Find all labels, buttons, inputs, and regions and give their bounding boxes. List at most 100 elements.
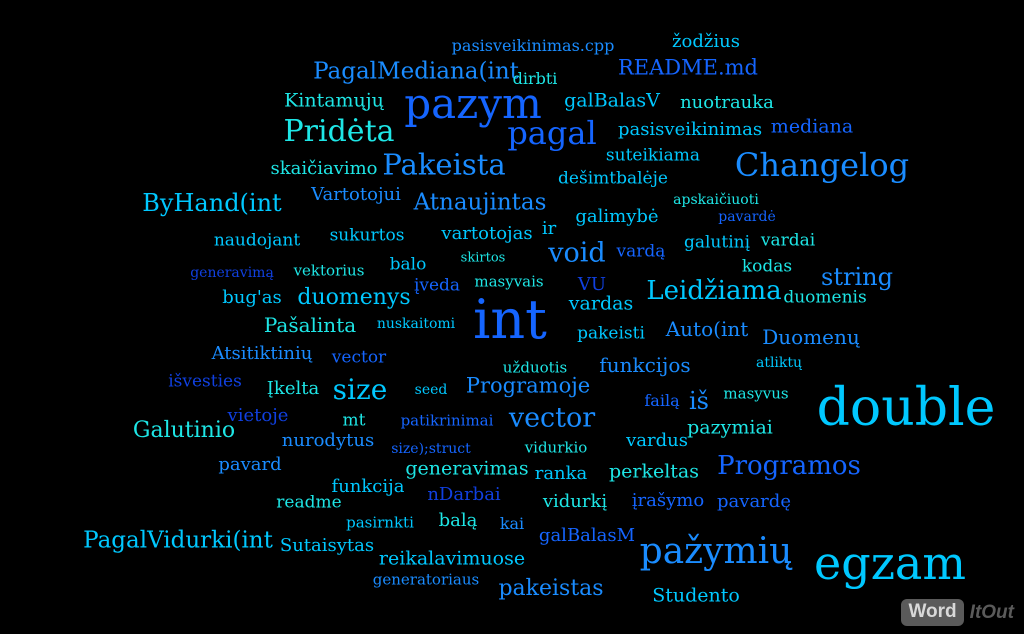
cloud-word: nDarbai bbox=[427, 484, 501, 505]
cloud-word: Kintamųjų bbox=[284, 89, 384, 112]
cloud-word: reikalavimuose bbox=[378, 547, 526, 570]
cloud-word: seed bbox=[414, 382, 448, 398]
cloud-word: pažymių bbox=[639, 531, 793, 572]
cloud-word: nuskaitomi bbox=[376, 316, 456, 332]
cloud-word: galimybė bbox=[575, 206, 659, 227]
cloud-word: suteikiama bbox=[605, 145, 701, 166]
cloud-word: iš bbox=[689, 387, 709, 415]
cloud-word: Pašalinta bbox=[263, 313, 357, 337]
cloud-word: pagal bbox=[507, 114, 597, 152]
cloud-word: vector bbox=[508, 402, 596, 434]
cloud-word: vardą bbox=[616, 241, 666, 262]
cloud-word: pakeistas bbox=[498, 576, 604, 601]
cloud-word: vardas bbox=[568, 292, 634, 315]
cloud-word: funkcija bbox=[331, 476, 405, 497]
cloud-word: atliktų bbox=[755, 355, 803, 371]
cloud-word: vector bbox=[331, 347, 387, 368]
cloud-word: kai bbox=[499, 514, 525, 533]
cloud-word: perkeltas bbox=[608, 460, 700, 483]
cloud-word: PagalMediana(int bbox=[313, 58, 519, 85]
cloud-word: mt bbox=[342, 410, 366, 431]
cloud-word: size);struct bbox=[391, 441, 471, 457]
cloud-word: Studento bbox=[652, 584, 740, 607]
cloud-word: sukurtos bbox=[329, 225, 405, 246]
cloud-word: vietoje bbox=[227, 405, 289, 426]
cloud-word: vektorius bbox=[293, 261, 365, 280]
cloud-word: Vartotojui bbox=[311, 184, 401, 205]
cloud-word: pasisveikinimas.cpp bbox=[451, 36, 615, 55]
cloud-word: vardus bbox=[626, 430, 688, 451]
cloud-word: Programoje bbox=[465, 373, 591, 398]
cloud-word: kodas bbox=[741, 256, 793, 277]
cloud-word: užduotis bbox=[502, 358, 568, 377]
cloud-word: Atnaujintas bbox=[413, 189, 547, 216]
wordle-logo: Word ItOut bbox=[901, 599, 1014, 626]
cloud-word: pakeisti bbox=[577, 323, 645, 344]
cloud-word: Sutaisytas bbox=[279, 535, 375, 556]
cloud-word: pasisveikinimas bbox=[617, 119, 763, 140]
cloud-word: vidurkį bbox=[542, 491, 608, 512]
cloud-word: Duomenų bbox=[762, 325, 860, 349]
cloud-word: pazymiai bbox=[687, 416, 773, 439]
cloud-word: išvesties bbox=[168, 371, 242, 392]
cloud-word: galBalasV bbox=[564, 89, 660, 112]
cloud-word: double bbox=[816, 378, 996, 438]
cloud-word: string bbox=[821, 263, 893, 291]
cloud-word: balą bbox=[438, 510, 478, 531]
cloud-word: Pakeista bbox=[382, 147, 506, 182]
cloud-word: ByHand(int bbox=[142, 189, 282, 217]
cloud-word: dešimtbalėje bbox=[558, 168, 668, 189]
cloud-word: Programos bbox=[717, 451, 861, 481]
cloud-word: Atsitiktinių bbox=[211, 343, 313, 364]
cloud-word: Auto(int bbox=[665, 317, 749, 341]
cloud-word: pavard bbox=[218, 454, 282, 475]
cloud-word: vidurkio bbox=[524, 438, 588, 457]
cloud-word: įrašymo bbox=[631, 490, 705, 511]
cloud-word: funkcijos bbox=[599, 353, 691, 377]
cloud-word: failą bbox=[644, 391, 680, 410]
cloud-word: nuotrauka bbox=[680, 92, 774, 113]
cloud-word: įveda bbox=[413, 275, 461, 296]
cloud-word: mediana bbox=[770, 115, 854, 138]
cloud-word: generavimą bbox=[190, 265, 274, 281]
cloud-word: Pridėta bbox=[283, 114, 395, 149]
cloud-word: size bbox=[332, 373, 388, 406]
cloud-word: balo bbox=[389, 254, 427, 275]
cloud-word: duomenis bbox=[783, 287, 867, 308]
cloud-word: generavimas bbox=[405, 457, 529, 480]
cloud-word: egzam bbox=[814, 536, 966, 590]
cloud-word: int bbox=[473, 288, 547, 351]
cloud-word: pasirnkti bbox=[346, 513, 414, 532]
cloud-word: nurodytus bbox=[281, 430, 375, 451]
cloud-word: dirbti bbox=[512, 69, 558, 88]
cloud-word: duomenys bbox=[297, 285, 411, 310]
cloud-word: vardai bbox=[760, 230, 816, 251]
cloud-word: skaičiavimo bbox=[270, 158, 378, 179]
cloud-word: skirtos bbox=[460, 250, 506, 266]
cloud-word: galutinį bbox=[683, 232, 751, 253]
cloud-word: void bbox=[548, 237, 606, 269]
cloud-word: generatoriaus bbox=[372, 570, 480, 589]
logo-itout: ItOut bbox=[969, 601, 1014, 623]
cloud-word: VU bbox=[577, 274, 607, 295]
cloud-word: žodžius bbox=[672, 31, 740, 52]
cloud-word: pavardė bbox=[718, 209, 776, 225]
cloud-word: Changelog bbox=[734, 146, 910, 184]
cloud-word: Galutinio bbox=[132, 418, 236, 443]
cloud-word: galBalasM bbox=[538, 525, 636, 546]
cloud-word: masyvais bbox=[474, 272, 544, 291]
cloud-word: readme bbox=[276, 492, 342, 513]
cloud-word: README.md bbox=[617, 55, 759, 80]
cloud-word: PagalVidurki(int bbox=[83, 527, 273, 554]
cloud-word: pavardę bbox=[717, 491, 791, 512]
logo-word: Word bbox=[901, 599, 964, 626]
cloud-word: Leidžiama bbox=[646, 276, 782, 306]
cloud-word: bug'as bbox=[222, 287, 282, 308]
cloud-word: patikrinimai bbox=[400, 411, 494, 430]
cloud-word: vartotojas bbox=[441, 223, 533, 244]
cloud-word: Įkelta bbox=[266, 378, 320, 399]
cloud-word: masyvus bbox=[723, 384, 789, 403]
cloud-word: naudojant bbox=[213, 230, 301, 251]
cloud-word: apskaičiuoti bbox=[673, 192, 759, 208]
